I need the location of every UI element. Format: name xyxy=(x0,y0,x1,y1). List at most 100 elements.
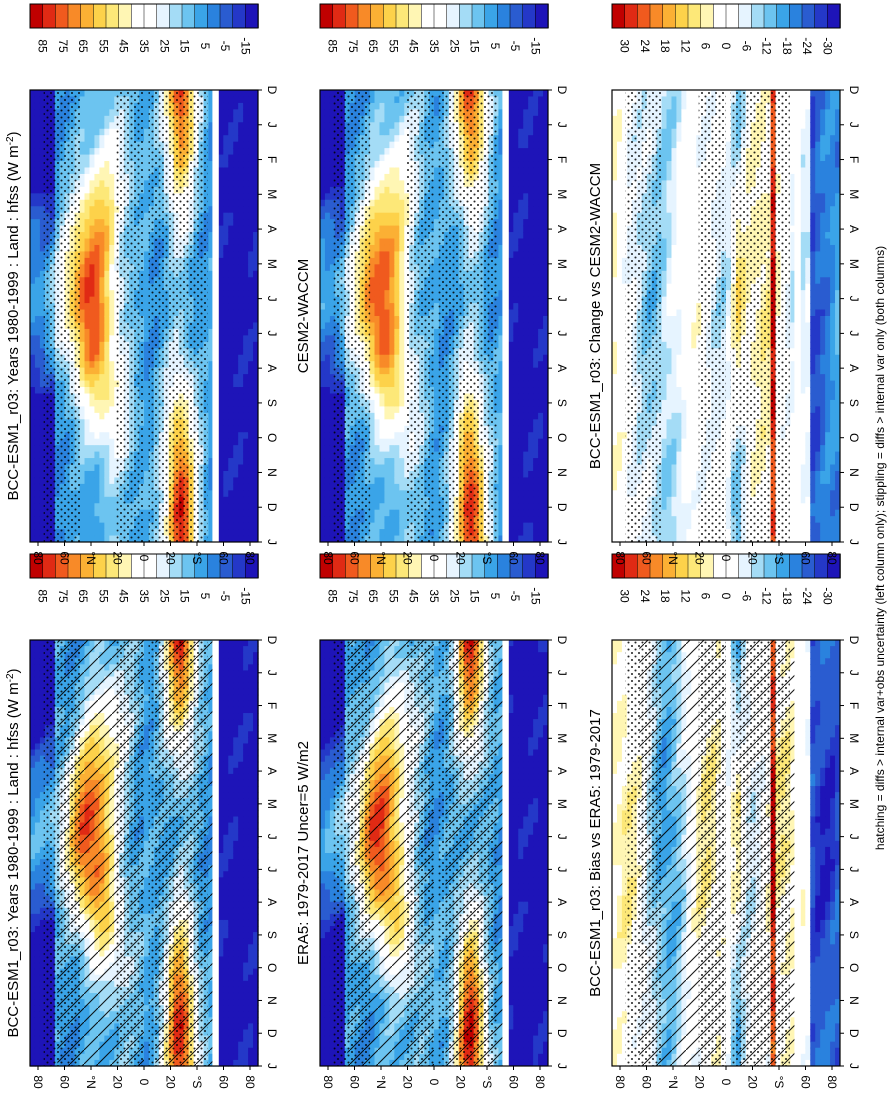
heat-cell xyxy=(218,761,224,769)
heat-cell xyxy=(233,1059,239,1067)
heat-cell xyxy=(144,871,150,878)
heat-cell xyxy=(84,199,91,207)
heat-cell xyxy=(79,374,86,382)
heat-cell xyxy=(89,316,96,324)
heat-cell xyxy=(109,464,115,472)
heat-cell xyxy=(228,786,234,793)
heat-cell xyxy=(243,853,249,860)
heat-cell xyxy=(89,516,96,524)
heat-cell xyxy=(144,161,150,169)
heat-cell xyxy=(39,962,46,970)
heat-cell xyxy=(89,219,96,227)
heat-cell xyxy=(248,956,254,964)
heat-cell xyxy=(233,956,239,964)
heat-cell xyxy=(30,1041,36,1049)
colorbar-label: 85 xyxy=(36,589,50,603)
heat-cell xyxy=(109,445,115,453)
heat-cell xyxy=(104,264,110,272)
heat-cell xyxy=(89,90,96,98)
heat-cell xyxy=(39,640,46,647)
heat-cell xyxy=(233,664,239,672)
heat-cell xyxy=(30,1059,36,1067)
heat-cell xyxy=(94,96,100,104)
heat-cell xyxy=(243,1023,249,1031)
heat-cell xyxy=(144,792,150,799)
heat-cell xyxy=(99,309,105,317)
heat-cell xyxy=(218,713,224,720)
heat-cell xyxy=(223,907,229,915)
heat-cell xyxy=(30,646,36,653)
heat-cell xyxy=(248,938,254,945)
heat-cell xyxy=(228,664,234,672)
heat-cell xyxy=(34,907,41,915)
heat-cell xyxy=(39,380,46,388)
heat-cell xyxy=(228,798,234,805)
heat-cell xyxy=(79,509,86,517)
heat-cell xyxy=(144,926,150,933)
heat-cell xyxy=(30,316,36,324)
heat-cell xyxy=(94,335,100,343)
heat-cell xyxy=(99,341,105,349)
heat-cell xyxy=(94,470,100,479)
heat-cell xyxy=(99,109,105,117)
heat-cell xyxy=(144,755,150,763)
heat-cell xyxy=(104,516,110,524)
heat-cell xyxy=(84,244,91,253)
heat-cell xyxy=(34,652,41,659)
heat-cell xyxy=(30,296,36,304)
heat-cell xyxy=(228,840,234,848)
heat-cell xyxy=(30,749,36,757)
heat-cell xyxy=(30,731,36,738)
heat-cell xyxy=(218,834,224,842)
heat-cell xyxy=(253,907,259,915)
heat-cell xyxy=(233,938,239,945)
heat-cell xyxy=(39,257,46,265)
heat-cell xyxy=(94,296,100,304)
heat-cell xyxy=(109,199,115,207)
heat-cell xyxy=(238,877,244,885)
heat-cell xyxy=(39,206,46,214)
heat-cell xyxy=(218,962,224,970)
heat-cell xyxy=(248,664,254,672)
heat-cell xyxy=(39,883,46,891)
heat-cell xyxy=(39,516,46,524)
heat-cell xyxy=(218,1017,224,1024)
heat-cell xyxy=(243,828,249,836)
heat-cell xyxy=(243,956,249,964)
heat-cell xyxy=(84,316,91,324)
heat-cell xyxy=(99,419,105,427)
heat-cell xyxy=(218,1035,224,1043)
heat-cell xyxy=(238,792,244,799)
heat-cell xyxy=(218,670,224,678)
colorbar-label: 75 xyxy=(56,589,70,603)
heat-cell xyxy=(218,664,224,672)
colorbar-label: 35 xyxy=(137,589,151,603)
heat-cell xyxy=(39,335,46,343)
heat-cell xyxy=(243,1029,249,1037)
heat-cell xyxy=(89,251,96,259)
heat-cell xyxy=(104,135,110,143)
heat-cell xyxy=(89,225,96,233)
heat-cell xyxy=(253,968,259,976)
heat-cell xyxy=(30,694,36,702)
heat-cell xyxy=(89,180,96,188)
heat-cell xyxy=(248,798,254,805)
heat-cell xyxy=(79,322,86,330)
heat-cell xyxy=(34,244,41,253)
heat-cell xyxy=(94,393,100,401)
heat-cell xyxy=(144,968,150,976)
heat-cell xyxy=(34,1017,41,1024)
heat-cell xyxy=(248,743,254,751)
heat-cell xyxy=(144,445,150,453)
heat-cell xyxy=(30,328,36,336)
heat-cell xyxy=(34,816,41,824)
heat-cell xyxy=(30,374,36,382)
heat-cell xyxy=(34,90,41,98)
heat-cell xyxy=(89,406,96,414)
heat-cell xyxy=(248,731,254,738)
heat-cell xyxy=(30,773,36,781)
heat-cell xyxy=(109,102,115,110)
heat-cell xyxy=(223,992,229,1000)
heat-cell xyxy=(144,822,150,830)
heat-cell xyxy=(94,341,100,349)
